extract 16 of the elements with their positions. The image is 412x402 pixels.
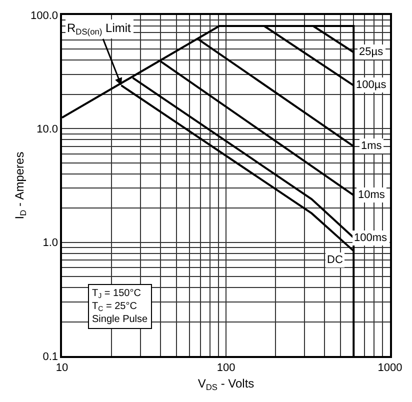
annotation: 1ms bbox=[361, 140, 382, 152]
annotation: 100µs bbox=[356, 79, 387, 91]
y-tick-label: 0.1 bbox=[42, 350, 58, 363]
y-tick-label: 1.0 bbox=[42, 237, 58, 250]
annotation: T$_{J}$ = 150°C T$_{C}$ = 25°C Single Pulse bbox=[92, 288, 148, 325]
x-axis-title: V$_{DS}$ - Volts bbox=[198, 376, 254, 392]
x-tick-label: 10 bbox=[56, 362, 68, 374]
annotation: 10ms bbox=[358, 189, 386, 201]
annotation: 100ms bbox=[354, 232, 388, 244]
annotation: 25µs bbox=[359, 46, 384, 58]
annotation: R$_{DS(on)}$ Limit bbox=[67, 21, 132, 37]
x-tick-label: 1000 bbox=[378, 362, 402, 374]
y-tick-label: 10.0 bbox=[36, 124, 58, 136]
x-tick-label: 100 bbox=[216, 362, 236, 374]
y-tick-label: 100.0 bbox=[30, 10, 58, 22]
annotation: DC bbox=[327, 254, 343, 266]
